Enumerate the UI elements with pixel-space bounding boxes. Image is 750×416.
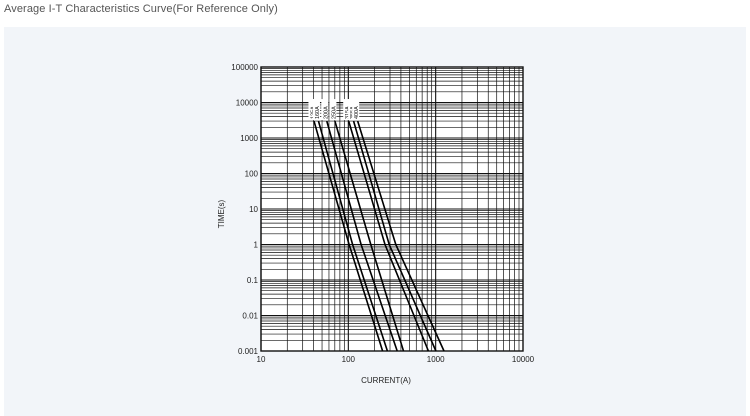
y-tick-label: 100000	[231, 63, 258, 72]
rating-label-bg	[343, 99, 351, 121]
curve-rating-labels: 125A160A200A250A315A355A400A	[308, 99, 360, 121]
y-tick-label: 1000	[240, 134, 258, 143]
y-axis-label: TIME(s)	[217, 199, 226, 228]
curve-label-160A: 160A	[315, 106, 321, 119]
curve-label-400A: 400A	[354, 106, 360, 119]
chart-ticks: 10 100 1000 10000 0.001 0.01 0.1 1 10 100 1000 1000…	[231, 63, 534, 364]
y-tick-label: 10	[249, 205, 258, 214]
chart-grid	[260, 66, 524, 352]
x-tick-label: 100	[342, 355, 356, 364]
curve-250A	[334, 120, 405, 352]
curve-315A	[347, 120, 430, 352]
curve-160A	[317, 120, 389, 352]
page-title: Average I-T Characteristics Curve(For Re…	[4, 3, 278, 15]
curve-200A	[326, 120, 398, 352]
x-tick-label: 10000	[512, 355, 535, 364]
x-axis-label: CURRENT(A)	[361, 376, 411, 385]
curve-125A	[313, 120, 384, 352]
rating-label-bg	[348, 99, 356, 121]
y-tick-label: 1	[254, 241, 259, 250]
y-tick-label: 0.1	[247, 276, 259, 285]
y-tick-label: 10000	[236, 99, 259, 108]
curve-355A	[352, 120, 437, 352]
y-tick-label: 0.01	[242, 312, 258, 321]
x-tick-label: 10	[257, 355, 266, 364]
y-tick-label: 0.001	[238, 347, 259, 356]
rating-label-bg	[352, 99, 360, 121]
chart-panel: 10 100 1000 10000 0.001 0.01 0.1 1 10 100 1000 1000…	[4, 27, 746, 416]
x-tick-label: 1000	[427, 355, 445, 364]
rating-label-bg	[329, 99, 337, 121]
curve-400A	[356, 120, 445, 352]
rating-label-bg	[308, 99, 316, 121]
rating-label-bg	[312, 99, 320, 121]
curve-label-200A: 200A	[323, 106, 329, 119]
chart-curves	[313, 120, 445, 352]
rating-label-bg	[321, 99, 329, 121]
i-t-chart: 10 100 1000 10000 0.001 0.01 0.1 1 10 100 1000 1000…	[217, 63, 535, 385]
curve-label-250A: 250A	[331, 106, 337, 119]
y-tick-label: 100	[245, 170, 259, 179]
